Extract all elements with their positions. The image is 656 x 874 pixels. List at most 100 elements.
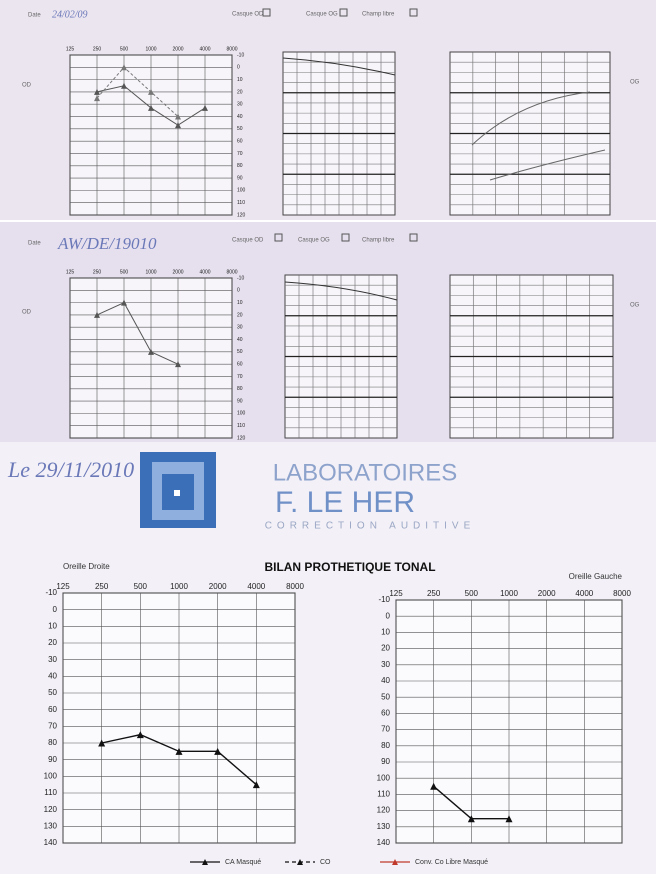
checkbox (274, 233, 283, 242)
y-tick-label: 120 (44, 805, 58, 814)
date: 24/02/09 (52, 9, 88, 20)
option: Champ libre (362, 238, 395, 244)
y-tick-label: 80 (237, 386, 243, 392)
y-tick-label: 140 (377, 838, 391, 847)
y-tick-label: 120 (377, 806, 391, 815)
y-tick-label: 110 (237, 423, 245, 429)
y-tick-label: 100 (44, 771, 58, 780)
data-point (94, 95, 100, 102)
legend-label: Conv. Co Libre Masqué (415, 859, 488, 866)
x-tick-label: 500 (465, 589, 479, 598)
data-point (505, 815, 513, 823)
date: AW/DE/19010 (57, 234, 157, 253)
ear-label: Oreille Droite (63, 562, 110, 571)
option: Casque OD (232, 238, 264, 244)
data-point (467, 815, 475, 823)
data-point (214, 747, 222, 755)
chart-title: BILAN PROTHETIQUE TONAL (264, 560, 435, 574)
data-point (121, 299, 127, 306)
data-point (175, 747, 183, 755)
ear-label: OG (630, 80, 640, 86)
y-tick-label: -10 (45, 588, 57, 597)
x-tick-label: 125 (66, 269, 75, 275)
ear-label: Oreille Gauche (569, 572, 623, 581)
legend-marker (392, 859, 398, 865)
data-point (98, 739, 106, 747)
series-line (96, 301, 179, 365)
data-point (121, 64, 127, 71)
y-tick-label: 90 (237, 398, 243, 404)
data-point (202, 104, 208, 111)
data-point (175, 361, 181, 368)
panel-curve (284, 281, 398, 301)
y-tick-label: 110 (44, 788, 57, 797)
data-point (175, 122, 181, 129)
y-tick-label: 140 (44, 838, 58, 847)
logo-part (174, 490, 180, 496)
y-tick-label: 80 (48, 738, 57, 747)
brand-tagline: CORRECTION AUDITIVE (265, 521, 476, 532)
y-tick-label: 30 (48, 655, 57, 664)
y-tick-label: 60 (237, 361, 243, 367)
brand-name: F. LE HER (275, 486, 415, 519)
y-tick-label: 50 (48, 688, 57, 697)
y-tick-label: 110 (237, 200, 245, 206)
y-tick-label: -10 (237, 275, 244, 281)
checkbox (409, 8, 418, 17)
option: Casque OG (306, 12, 338, 18)
y-tick-label: 110 (377, 790, 390, 799)
brand-line: LABORATOIRES (273, 459, 458, 486)
data-point (136, 731, 144, 739)
data-point (94, 311, 100, 318)
x-tick-label: 250 (427, 589, 441, 598)
x-tick-label: 125 (56, 582, 70, 591)
x-tick-label: 250 (93, 46, 102, 52)
data-point (175, 113, 181, 120)
x-tick-label: 500 (120, 46, 129, 52)
y-tick-label: 100 (237, 188, 246, 194)
y-tick-label: 20 (381, 644, 390, 653)
data-point (94, 88, 100, 95)
date-label: Date (28, 241, 41, 247)
y-tick-label: 50 (237, 349, 243, 355)
y-tick-label: 20 (237, 89, 243, 95)
x-tick-label: 250 (93, 269, 102, 275)
y-tick-label: 70 (237, 151, 243, 157)
x-tick-label: 1000 (145, 46, 156, 52)
x-tick-label: 2000 (209, 582, 227, 591)
legend-label: CO (320, 859, 331, 866)
option: Casque OD (232, 12, 264, 18)
y-tick-label: 120 (237, 435, 246, 441)
y-tick-label: 60 (48, 705, 57, 714)
panel-curve (471, 91, 606, 181)
y-tick-label: 80 (237, 163, 243, 169)
y-tick-label: 70 (237, 374, 243, 380)
y-tick-label: 80 (381, 741, 390, 750)
y-tick-label: 90 (237, 175, 243, 181)
y-tick-label: 130 (44, 821, 58, 830)
checkbox (339, 8, 348, 17)
ear-label: OG (630, 303, 640, 309)
x-tick-label: 8000 (226, 269, 237, 275)
x-tick-label: 8000 (613, 589, 631, 598)
y-tick-label: 90 (381, 757, 390, 766)
y-tick-label: 10 (237, 300, 243, 306)
y-tick-label: 90 (48, 755, 57, 764)
x-tick-label: 8000 (226, 46, 237, 52)
data-point (121, 82, 127, 89)
x-tick-label: 500 (134, 582, 148, 591)
x-tick-label: 1000 (500, 589, 518, 598)
y-tick-label: 70 (48, 721, 57, 730)
y-tick-label: 0 (386, 611, 391, 620)
legend-label: CA Masqué (225, 859, 261, 866)
checkbox (262, 8, 271, 17)
y-tick-label: 40 (237, 337, 243, 343)
x-tick-label: 2000 (538, 589, 556, 598)
x-tick-label: 125 (389, 589, 403, 598)
x-tick-label: 125 (66, 46, 75, 52)
legend-marker (297, 859, 303, 865)
x-tick-label: 2000 (172, 46, 183, 52)
x-tick-label: 4000 (575, 589, 593, 598)
x-tick-label: 1000 (145, 269, 156, 275)
